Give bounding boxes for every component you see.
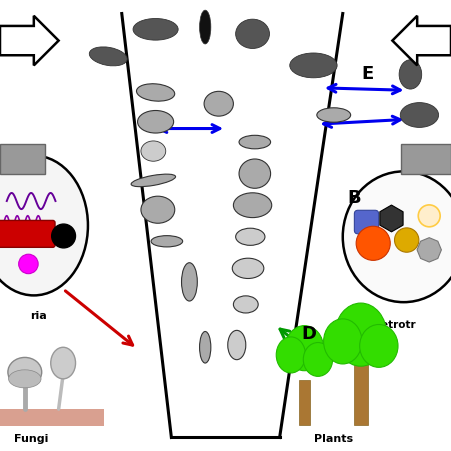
Ellipse shape xyxy=(239,135,271,149)
Ellipse shape xyxy=(0,156,88,295)
Polygon shape xyxy=(392,16,451,65)
Ellipse shape xyxy=(137,84,175,101)
FancyBboxPatch shape xyxy=(354,210,379,234)
Ellipse shape xyxy=(360,325,398,367)
Circle shape xyxy=(356,226,390,260)
Ellipse shape xyxy=(133,18,178,40)
Ellipse shape xyxy=(89,47,127,66)
Ellipse shape xyxy=(323,319,362,364)
Ellipse shape xyxy=(138,110,174,133)
Ellipse shape xyxy=(200,10,211,44)
Text: B: B xyxy=(347,189,361,207)
Polygon shape xyxy=(0,16,59,65)
Ellipse shape xyxy=(200,331,211,363)
Ellipse shape xyxy=(335,303,387,366)
Ellipse shape xyxy=(317,108,351,122)
Ellipse shape xyxy=(141,196,175,223)
Ellipse shape xyxy=(232,258,264,279)
Text: ria: ria xyxy=(30,311,47,321)
Text: D: D xyxy=(301,325,317,343)
Text: Fungi: Fungi xyxy=(14,434,49,444)
Ellipse shape xyxy=(303,343,333,376)
Ellipse shape xyxy=(204,92,234,116)
Text: Plants: Plants xyxy=(314,434,353,444)
Bar xyxy=(0,409,104,426)
Ellipse shape xyxy=(239,159,271,189)
Text: Retrotr: Retrotr xyxy=(373,320,416,330)
Ellipse shape xyxy=(399,60,422,89)
Bar xyxy=(0,144,45,174)
Circle shape xyxy=(418,205,440,227)
Ellipse shape xyxy=(276,337,306,373)
Ellipse shape xyxy=(151,235,183,247)
Circle shape xyxy=(395,228,419,252)
Ellipse shape xyxy=(236,19,270,49)
Text: E: E xyxy=(361,65,374,83)
Ellipse shape xyxy=(228,330,246,360)
Ellipse shape xyxy=(181,262,198,301)
Ellipse shape xyxy=(343,171,451,302)
FancyBboxPatch shape xyxy=(0,221,55,247)
Ellipse shape xyxy=(285,326,324,371)
Ellipse shape xyxy=(290,53,337,78)
Bar xyxy=(299,380,310,425)
Ellipse shape xyxy=(141,141,166,161)
Circle shape xyxy=(18,254,38,274)
Bar xyxy=(401,144,451,174)
Circle shape xyxy=(52,224,75,248)
Bar xyxy=(354,364,368,425)
Ellipse shape xyxy=(9,370,41,388)
Ellipse shape xyxy=(236,228,265,245)
Ellipse shape xyxy=(234,296,258,313)
Ellipse shape xyxy=(8,357,41,387)
Ellipse shape xyxy=(234,193,272,217)
Ellipse shape xyxy=(400,103,439,127)
Ellipse shape xyxy=(51,347,76,379)
Ellipse shape xyxy=(131,174,175,187)
